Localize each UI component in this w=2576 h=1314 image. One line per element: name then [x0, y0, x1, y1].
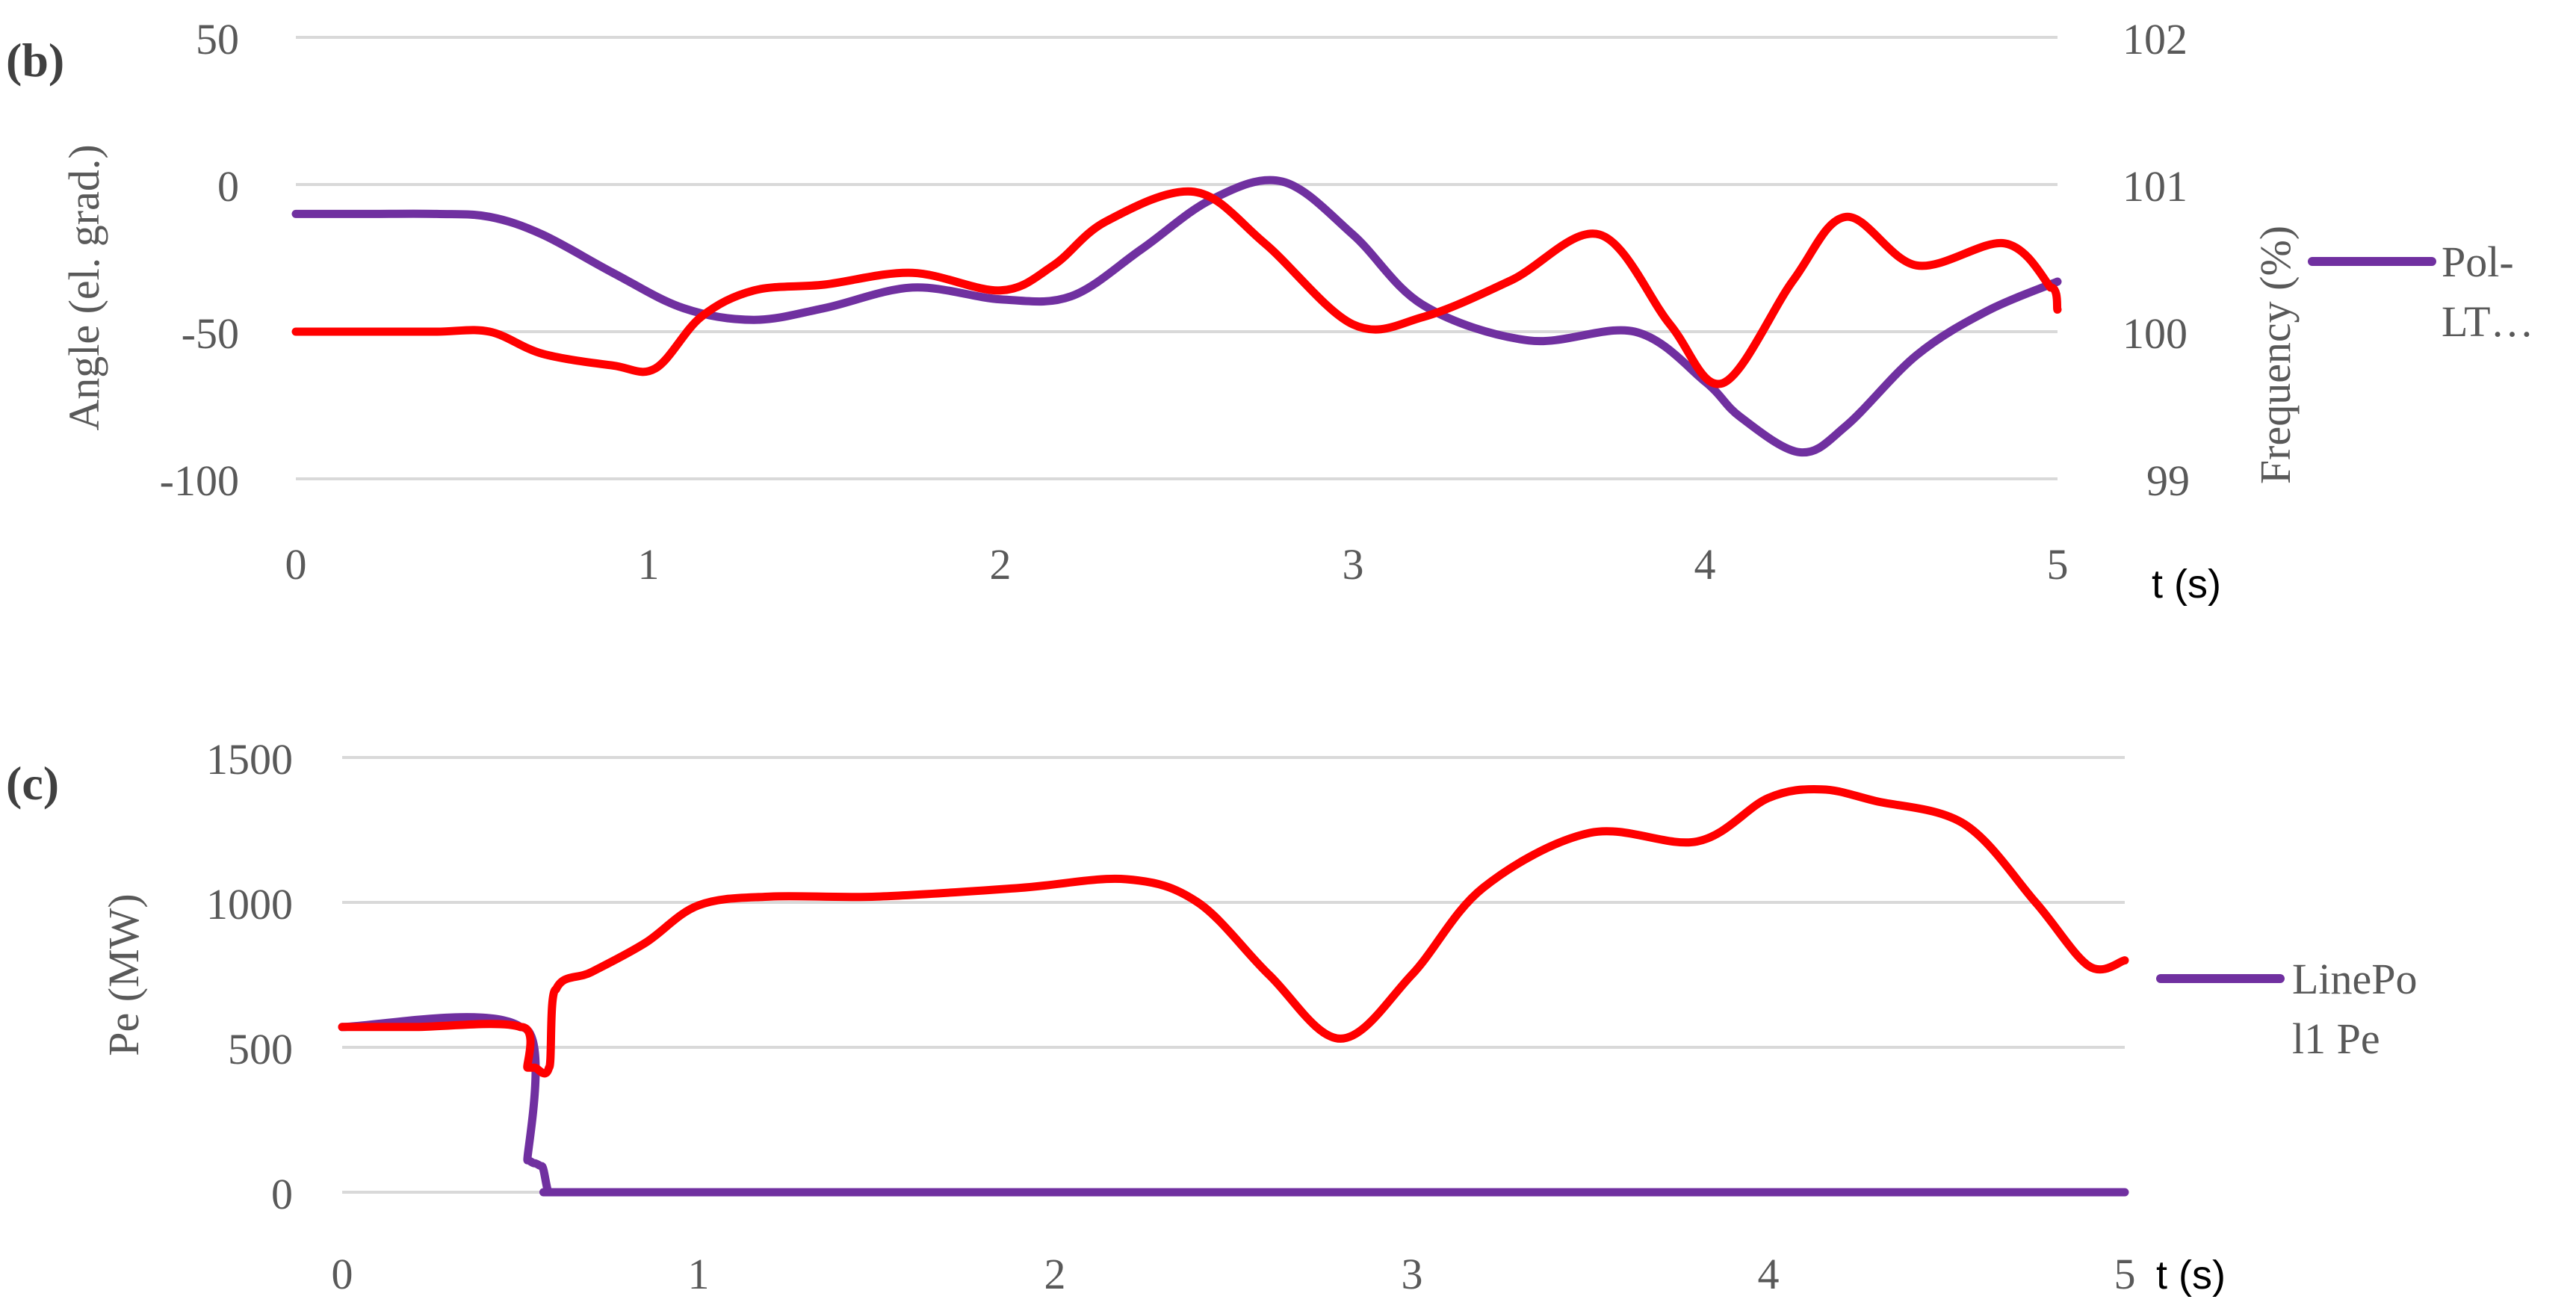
x-tick-labels-c: 0 1 2 3 4 5	[332, 1250, 2136, 1298]
y-tick-label: 1000	[206, 880, 293, 929]
y-tick-labels-c: 1500 1000 500 0	[206, 735, 293, 1218]
y-tick-label: 500	[228, 1025, 293, 1073]
x-tick-label: 5	[2047, 540, 2069, 589]
legend-label-b-line1: Pol-	[2442, 238, 2514, 286]
gridlines-c	[342, 756, 2125, 1194]
x-tick-label: 4	[1694, 540, 1716, 589]
x-tick-label: 0	[285, 540, 307, 589]
x-tick-label: 0	[332, 1250, 353, 1298]
x-tick-label: 2	[990, 540, 1012, 589]
series-line-red	[338, 785, 2129, 1078]
legend-label-b-line2: LT…	[2442, 297, 2534, 346]
y-axis-title-c: Pe (MW)	[99, 893, 148, 1056]
legend-c: LinePo l1 Pe	[2156, 955, 2428, 1063]
y-tick-label: 0	[271, 1170, 293, 1218]
x-axis-title-c: t (s)	[2156, 1253, 2226, 1298]
y-tick-label: -100	[160, 456, 239, 505]
y2-tick-label: 100	[2123, 309, 2188, 358]
y-tick-label: -50	[182, 309, 239, 358]
x-axis-title-b: t (s)	[2152, 562, 2221, 607]
series-line-purple	[338, 1013, 2129, 1197]
x-tick-label: 1	[638, 540, 660, 589]
x-tick-label: 5	[2114, 1250, 2136, 1298]
y-tick-label: 50	[196, 15, 239, 63]
y2-tick-label: 99	[2146, 456, 2190, 505]
series-line-red	[291, 187, 2062, 388]
x-tick-label: 1	[688, 1250, 710, 1298]
x-tick-label: 4	[1758, 1250, 1780, 1298]
series-line-purple	[291, 176, 2062, 457]
x-tick-labels-b: 0 1 2 3 4 5	[285, 540, 2069, 589]
y2-axis-title-b: Frequency (%)	[2251, 226, 2300, 484]
plot-area-b	[291, 176, 2062, 457]
legend-b: Pol- LT…	[2308, 238, 2534, 346]
panel-label-c: (c)	[6, 757, 59, 810]
x-tick-label: 2	[1044, 1250, 1066, 1298]
legend-label-c-line2: l1 Pe	[2292, 1014, 2380, 1063]
chart-b: (b) 50 0 -50 -100 102 101 100 99 0 1 2 3…	[6, 15, 2534, 607]
panel-label-b: (b)	[6, 34, 64, 87]
gridlines-b	[296, 36, 2058, 480]
y2-tick-labels-b: 102 101 100 99	[2123, 15, 2190, 505]
y2-tick-label: 101	[2123, 162, 2188, 211]
y-tick-label: 1500	[206, 735, 293, 784]
x-tick-label: 3	[1343, 540, 1364, 589]
chart-c: (c) 1500 1000 500 0 0 1 2 3 4 5 t (s) Pe…	[6, 735, 2428, 1298]
y2-tick-label: 102	[2123, 15, 2188, 63]
x-tick-label: 3	[1402, 1250, 1423, 1298]
plot-area-c	[338, 785, 2129, 1197]
y-tick-labels-b: 50 0 -50 -100	[160, 15, 239, 505]
legend-label-c-line1: LinePo	[2292, 955, 2418, 1003]
legend-label-c: LinePo l1 Pe	[2292, 955, 2428, 1063]
y-tick-label: 0	[217, 162, 239, 211]
legend-label-b: Pol- LT…	[2442, 238, 2534, 346]
y-axis-title-b: Angle (el. grad.)	[60, 144, 108, 430]
